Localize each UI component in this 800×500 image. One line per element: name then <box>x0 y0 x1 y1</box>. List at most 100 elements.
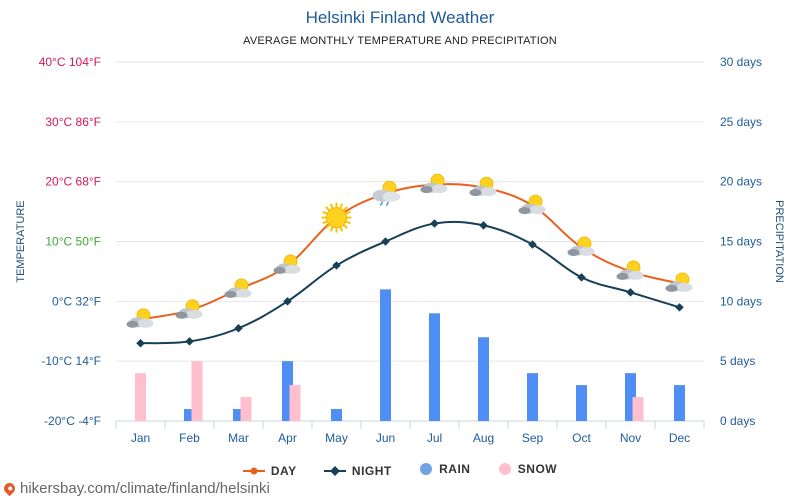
y-right-tick-label: 15 days <box>720 235 762 249</box>
night-point-jan <box>136 338 145 348</box>
x-tick-label-feb: Feb <box>179 431 200 445</box>
y-right-tick-label: 5 days <box>720 354 755 368</box>
rain-bar-sep <box>527 373 538 421</box>
rain-bar-mar <box>233 409 244 421</box>
y-right-tick-label: 30 days <box>720 55 762 69</box>
cloud-sun-icon <box>175 299 203 319</box>
cloud-sun-icon <box>273 254 301 274</box>
night-point-apr <box>283 297 292 306</box>
cloud-sun-icon <box>567 236 595 256</box>
legend-item-rain[interactable]: RAIN <box>419 462 470 476</box>
chart-subtitle: AVERAGE MONTHLY TEMPERATURE AND PRECIPIT… <box>243 35 557 47</box>
cloud-part <box>175 311 188 319</box>
footer-link[interactable]: hikersbay.com/climate/finland/helsinki <box>1 480 270 497</box>
legend-item-night[interactable]: NIGHT <box>323 464 392 478</box>
rain-bar-nov <box>625 373 636 421</box>
rain-bar-feb <box>184 409 195 421</box>
y-left-tick-label: 40°C 104°F <box>39 55 101 69</box>
footer-text: hikersbay.com/climate/finland/helsinki <box>20 480 270 497</box>
y-left-tick-label: 30°C 86°F <box>45 115 101 129</box>
legend-item-snow[interactable]: SNOW <box>498 462 557 476</box>
cloud-part <box>126 320 139 328</box>
cloud-sun-icon <box>126 308 154 328</box>
legend-day-marker <box>242 467 265 475</box>
sun-disc <box>326 207 347 229</box>
rain-bar-may <box>331 409 342 421</box>
night-point-nov <box>626 288 635 297</box>
cloud-part <box>529 205 546 215</box>
night-point-may <box>332 261 341 270</box>
x-tick-label-sep: Sep <box>522 431 544 445</box>
y-left-tick-label: -10°C 14°F <box>41 354 101 368</box>
cloud-part <box>567 248 580 256</box>
cloud-part <box>235 288 252 298</box>
rain-bar-jul <box>429 313 440 421</box>
y-left-axis-title: TEMPERATURE <box>15 200 27 282</box>
cloud-part <box>186 309 203 319</box>
y-left-tick-label: -20°C -4°F <box>44 414 101 428</box>
legend-label-snow: SNOW <box>517 462 558 476</box>
legend-label-day: DAY <box>270 464 297 478</box>
cloud-part <box>273 266 286 274</box>
cloud-part <box>284 264 301 274</box>
x-tick-label-apr: Apr <box>278 431 297 445</box>
y-left-tick-label: 0°C 32°F <box>52 294 101 308</box>
snow-bar-nov <box>632 397 644 421</box>
rain-bar-dec <box>674 385 685 421</box>
cloud-sun-icon <box>616 260 644 280</box>
snow-bar-mar <box>240 397 252 421</box>
y-right-tick-label: 10 days <box>720 294 762 308</box>
night-point-feb <box>185 337 194 346</box>
cloud-sun-icon <box>420 173 448 194</box>
rain-cloud-icon <box>372 180 401 206</box>
cloud-part <box>616 272 629 280</box>
cloud-part <box>578 246 595 256</box>
rain-drop <box>385 201 390 206</box>
location-pin-icon <box>1 480 18 497</box>
cloud-part <box>627 270 644 280</box>
chart-title: Helsinki Finland Weather <box>305 8 495 27</box>
night-point-jul <box>430 219 439 228</box>
snow-bar-feb <box>191 361 203 421</box>
cloud-part <box>518 207 531 215</box>
rain-bar-apr <box>282 361 293 421</box>
night-point-dec <box>675 303 684 312</box>
cloud-part <box>431 184 448 194</box>
x-tick-label-nov: Nov <box>620 431 641 445</box>
cloud-part <box>469 189 482 197</box>
y-left-tick-label: 10°C 50°F <box>45 235 101 249</box>
y-right-tick-label: 0 days <box>720 414 755 428</box>
cloud-part <box>480 187 497 197</box>
x-tick-label-jul: Jul <box>427 431 442 445</box>
cloud-part <box>137 318 154 328</box>
y-left-tick-label: 20°C 68°F <box>45 175 101 189</box>
x-tick-label-mar: Mar <box>228 431 249 445</box>
cloud-part <box>676 282 693 292</box>
cloud-part <box>420 186 433 194</box>
night-series-line <box>140 220 680 345</box>
y-right-tick-label: 20 days <box>720 175 762 189</box>
cloud-sun-icon <box>224 278 252 298</box>
night-point-jun <box>381 237 390 246</box>
night-point-mar <box>234 324 243 333</box>
x-tick-label-aug: Aug <box>473 431 494 445</box>
night-point-oct <box>577 273 586 282</box>
sun-icon <box>321 202 352 233</box>
snow-bar-jan <box>135 373 146 421</box>
snow-bar-apr <box>289 385 301 421</box>
legend-label-rain: RAIN <box>439 462 471 476</box>
x-tick-label-jan: Jan <box>131 431 150 445</box>
legend-rain-marker <box>420 463 433 475</box>
rain-bar-oct <box>576 385 587 421</box>
rain-drop <box>379 201 384 206</box>
x-tick-label-dec: Dec <box>669 431 690 445</box>
cloud-sun-icon <box>518 194 546 215</box>
legend-item-day[interactable]: DAY <box>242 464 297 478</box>
y-right-axis-title: PRECIPITATION <box>773 200 785 283</box>
x-tick-label-oct: Oct <box>572 431 591 445</box>
night-point-aug <box>479 221 488 230</box>
legend-night-marker <box>323 466 346 476</box>
cloud-sun-icon <box>469 176 497 197</box>
legend-label-night: NIGHT <box>351 464 392 478</box>
